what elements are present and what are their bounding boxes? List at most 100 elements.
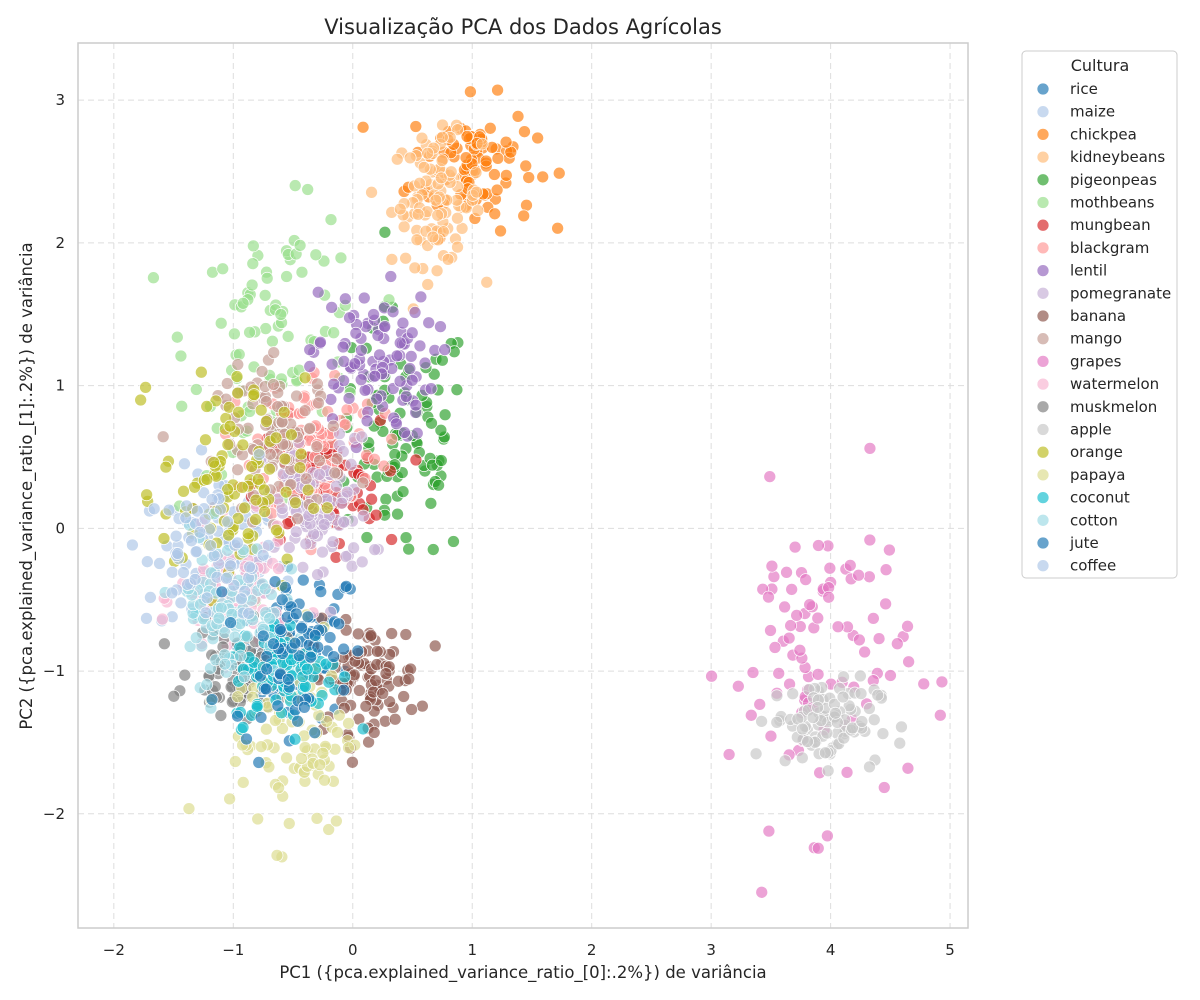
legend-marker-coffee [1036,559,1050,573]
data-point-coffee [221,515,235,529]
data-point-banana [362,735,375,749]
data-point-chickpea [356,120,370,134]
data-point-jute [332,617,346,631]
data-point-grapes [744,708,758,722]
legend-item-papaya: papaya [1036,466,1126,484]
data-point-orange [236,438,250,452]
data-point-coffee [193,525,207,539]
data-point-orange [279,485,293,499]
data-point-maize [178,457,191,471]
data-point-papaya [254,740,268,754]
data-point-cotton [238,670,251,684]
data-point-pigeonpeas [378,225,392,239]
data-point-apple [876,727,890,741]
data-point-pomegranate [337,515,351,529]
data-point-apple [867,713,881,727]
data-point-grapes [843,558,857,572]
data-point-chickpea [552,166,566,180]
data-point-orange [247,388,261,401]
data-point-orange [199,433,212,447]
data-point-jute [260,650,274,663]
data-point-grapes [790,608,804,622]
data-point-banana [346,755,359,769]
data-point-lentil [410,426,424,440]
data-point-coffee [188,573,202,586]
data-point-mango [299,472,313,486]
plot-area: −2 −1 0 1 2 3 4 5 −2 −1 0 1 2 3 [43,42,969,959]
data-point-jute [231,709,244,723]
data-point-coffee [144,591,157,604]
legend-items: rice maize chickpea kidneybeans pigeonpeas mo… [1036,80,1171,575]
data-point-grapes [852,568,865,582]
data-point-mango [267,346,281,359]
series-lentil [303,270,452,454]
legend-item-pigeonpeas: pigeonpeas [1036,171,1157,189]
data-point-orange [249,513,262,526]
data-point-rice [339,580,353,593]
data-point-grapes [765,559,779,573]
series-apple [749,669,908,778]
data-point-orange [157,532,171,545]
data-point-cotton [258,582,272,596]
data-point-coffee [179,511,193,525]
data-point-jute [323,631,337,644]
legend-marker-banana [1036,309,1050,323]
data-point-lentil [343,311,356,325]
x-axis-label: PC1 ({pca.explained_variance_ratio_[0]:.… [279,963,766,983]
data-point-lentil [354,373,368,387]
data-point-coffee [140,612,153,625]
legend-label-papaya: papaya [1070,466,1126,484]
data-point-pomegranate [289,525,303,539]
data-point-jute [351,644,365,658]
data-point-chickpea [459,151,473,165]
data-point-blackgram [340,403,354,417]
data-point-grapes [762,590,775,604]
data-point-pigeonpeas [424,497,438,510]
legend-item-coconut: coconut [1036,489,1130,507]
data-point-mothbeans [175,399,189,413]
data-point-coffee [204,539,218,552]
data-point-mothbeans [147,271,160,285]
legend-marker-lentil [1036,264,1050,277]
data-point-banana [397,690,411,703]
data-point-pigeonpeas [434,423,448,437]
data-point-kidneybeans [385,253,399,266]
data-point-grapes [762,824,776,838]
series-coffee [126,448,275,625]
data-point-jute [327,650,341,663]
data-point-kidneybeans [451,240,464,254]
legend-item-maize: maize [1036,103,1115,121]
data-point-pomegranate [355,430,369,444]
data-point-lentil [325,301,339,314]
legend-marker-orange [1036,445,1050,459]
data-point-lentil [325,357,339,371]
legend-marker-cotton [1036,513,1050,527]
data-point-pigeonpeas [426,543,440,556]
data-point-grapes [858,645,871,659]
legend-item-kidneybeans: kidneybeans [1036,148,1165,166]
data-point-apple [829,706,842,720]
data-point-coconut [250,700,264,713]
x-tick-label: 3 [706,941,716,959]
data-point-muskmelon [167,689,181,703]
data-point-coffee [174,596,188,610]
legend-item-grapes: grapes [1036,352,1122,370]
data-point-orange [251,472,265,486]
data-point-apple [837,670,850,684]
data-point-apple [871,688,885,702]
data-point-mango [310,440,324,454]
data-point-apple [821,764,835,778]
data-point-lentil [384,270,398,283]
legend-label-watermelon: watermelon [1070,375,1159,393]
data-point-apple [770,689,784,703]
data-point-kidneybeans [451,211,464,225]
data-point-coffee [165,565,179,579]
data-point-grapes [811,668,825,681]
data-point-cotton [189,631,203,645]
data-point-chickpea [499,135,513,149]
data-point-jute [289,607,303,621]
data-point-lentil [403,362,417,375]
data-point-lentil [339,292,352,306]
data-point-banana [359,699,373,713]
data-point-orange [177,484,190,498]
